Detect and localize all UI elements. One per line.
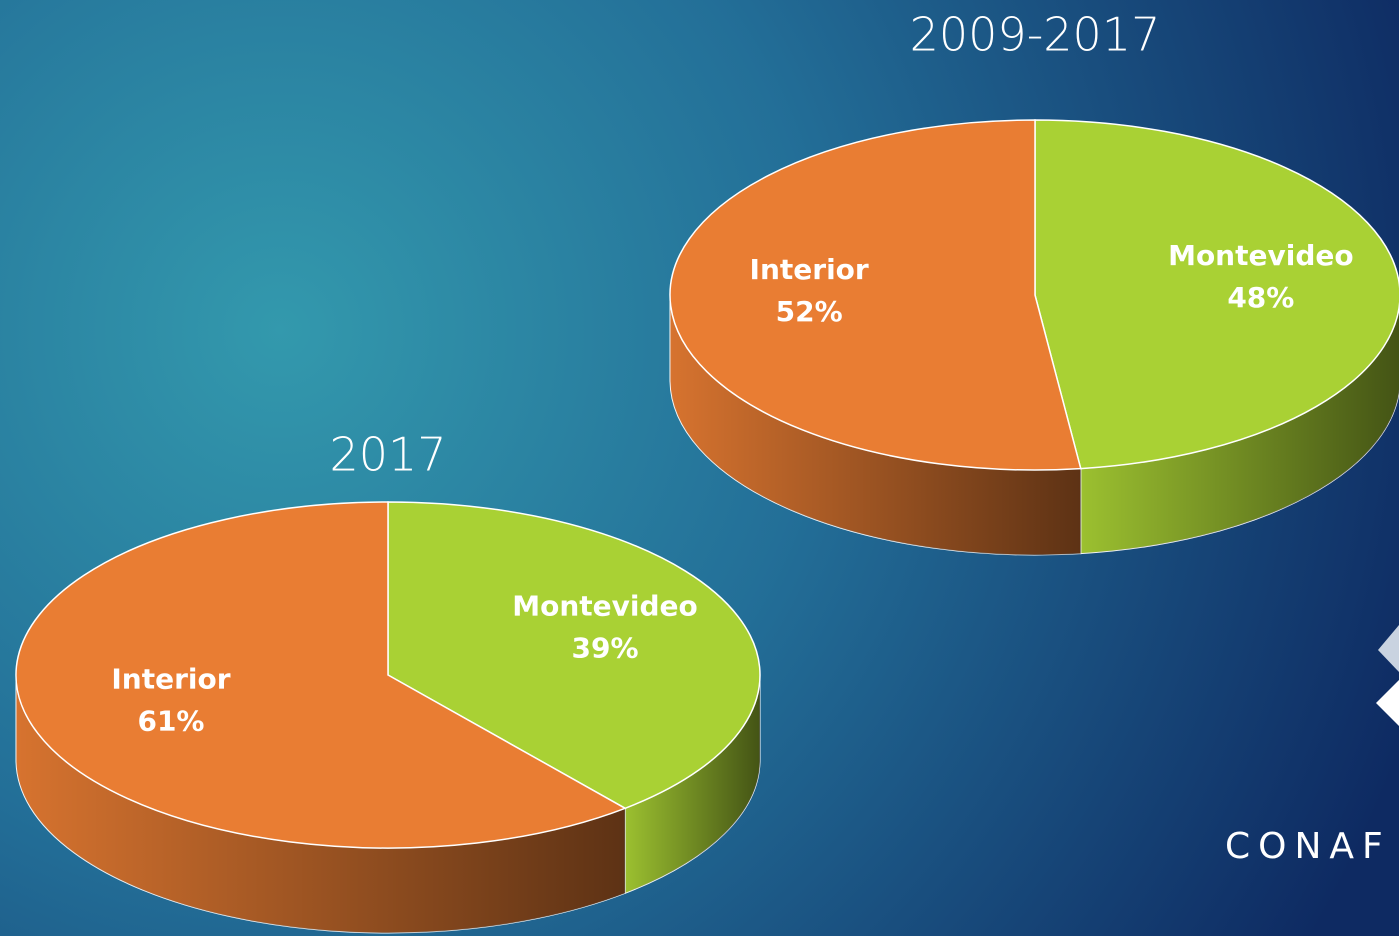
slice: [15, 501, 627, 849]
slice: [1034, 119, 1399, 470]
slice-side-shade: [625, 675, 760, 894]
chart-title: 2009-2017: [910, 8, 1161, 62]
chevron: [1378, 625, 1399, 672]
slice: [669, 119, 1082, 471]
slice-side-shade: [1080, 307, 1399, 554]
slice-value-label: 39%: [571, 632, 638, 665]
chevron: [1376, 680, 1399, 726]
slice-label: Interior: [111, 662, 230, 695]
slice-label: Montevideo: [1168, 239, 1354, 272]
slice-value-label: 48%: [1227, 281, 1294, 314]
slice-label: Interior: [750, 253, 869, 286]
slice-value-label: 52%: [776, 295, 843, 328]
slice-side-shade: [670, 295, 1081, 556]
chart-title: 2017: [329, 428, 446, 482]
slice-label: Montevideo: [512, 590, 698, 623]
slice-value-label: 61%: [137, 704, 204, 737]
slice-side-shade: [16, 675, 626, 934]
logo-text: CONAF: [1225, 826, 1391, 867]
slice: [387, 501, 761, 810]
